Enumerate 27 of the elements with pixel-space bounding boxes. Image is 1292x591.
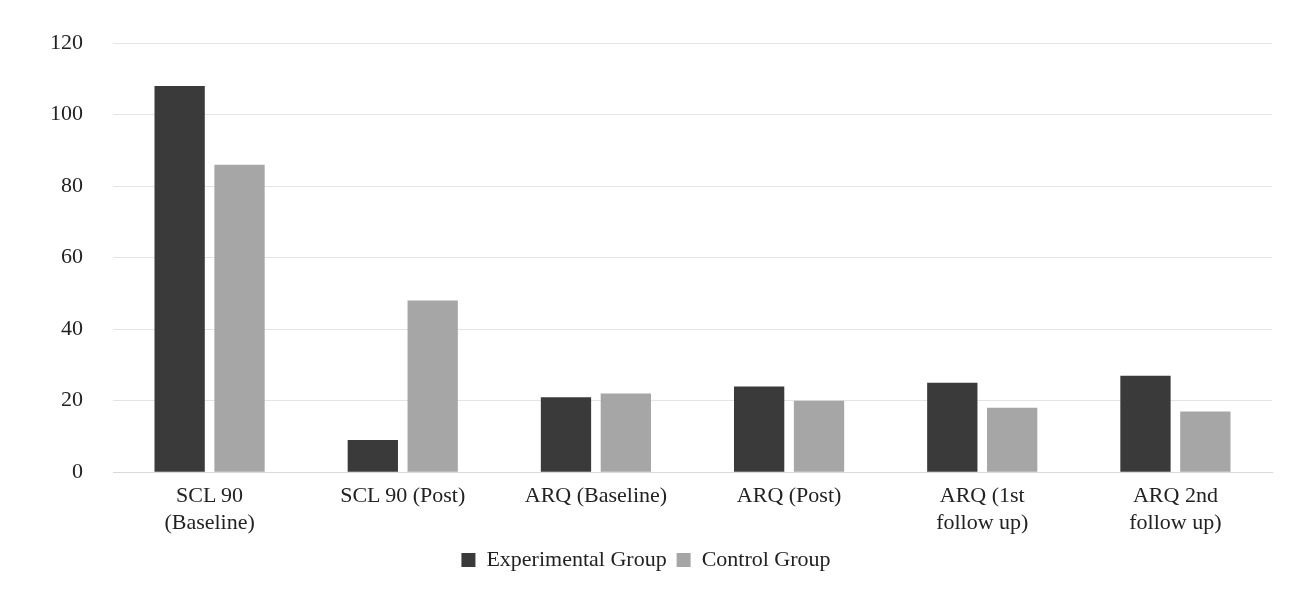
bar (987, 407, 1038, 472)
y-tick-label: 20 (61, 386, 83, 412)
bar (154, 86, 205, 472)
bar (600, 393, 652, 472)
x-tick-label: ARQ 2nd follow up) (1129, 482, 1222, 534)
x-tick-label: ARQ (Baseline) (524, 482, 668, 508)
y-tick-label: 40 (61, 314, 83, 340)
y-tick-label: 80 (61, 171, 83, 197)
y-tick-label: 100 (50, 100, 83, 126)
legend-label: Control Group (701, 545, 831, 571)
y-tick-label: 0 (72, 457, 83, 483)
legend-label: Experimental Group (486, 545, 667, 571)
x-tick-label: ARQ (1st follow up) (936, 482, 1029, 534)
y-tick-label: 120 (50, 28, 83, 54)
bar (927, 382, 978, 472)
bar (1120, 375, 1171, 472)
x-tick-label: SCL 90 (Baseline) (164, 482, 255, 534)
x-tick-label: ARQ (Post) (736, 482, 842, 508)
bar (347, 440, 398, 472)
bar (1180, 411, 1231, 472)
x-tick-label: SCL 90 (Post) (340, 482, 466, 508)
bar (407, 300, 458, 472)
bar (540, 397, 592, 472)
bar (214, 164, 265, 472)
y-tick-label: 60 (61, 243, 83, 269)
bar (793, 400, 845, 472)
bar (733, 386, 785, 472)
